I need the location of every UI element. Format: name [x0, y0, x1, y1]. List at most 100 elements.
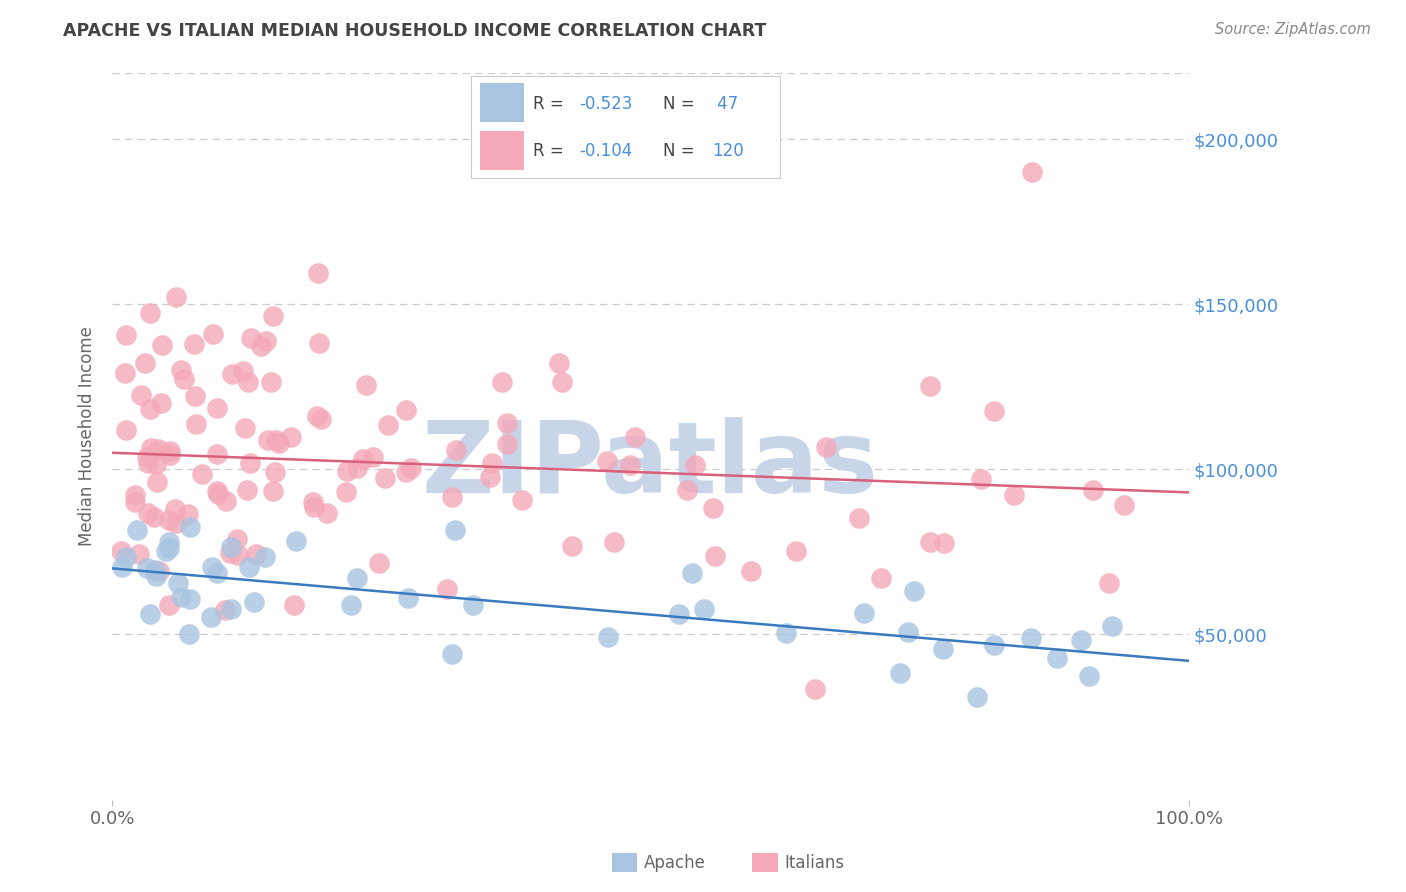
Point [191, 467, 214, 481]
Point [124, 488, 146, 502]
Point [920, 379, 942, 393]
Point [232, 364, 254, 378]
Point [479, 469, 502, 483]
Point [918, 534, 941, 549]
Point [155, 544, 177, 558]
Point [157, 535, 180, 549]
Point [253, 549, 276, 564]
Point [236, 375, 259, 389]
Point [183, 389, 205, 403]
Point [624, 430, 647, 444]
Point [548, 356, 571, 370]
Point [226, 548, 249, 562]
Point [396, 591, 419, 605]
Point [1078, 669, 1101, 683]
Point [352, 451, 374, 466]
Point [143, 509, 166, 524]
Point [983, 638, 1005, 652]
Point [395, 465, 418, 479]
Point [205, 566, 228, 580]
Point [114, 423, 136, 437]
Text: -0.523: -0.523 [579, 95, 633, 112]
Point [346, 461, 368, 475]
Text: -0.104: -0.104 [579, 142, 633, 160]
Text: 47: 47 [713, 95, 738, 112]
Point [240, 331, 263, 345]
Point [115, 549, 138, 564]
Point [256, 433, 278, 447]
Text: N =: N = [662, 142, 700, 160]
Point [399, 460, 422, 475]
Point [167, 576, 190, 591]
Point [165, 290, 187, 304]
Point [1046, 651, 1069, 665]
Point [693, 602, 716, 616]
Point [283, 598, 305, 612]
Point [215, 494, 238, 508]
Point [308, 336, 330, 351]
Point [1021, 631, 1043, 645]
Point [561, 539, 583, 553]
Point [214, 603, 236, 617]
Point [201, 560, 224, 574]
Point [138, 607, 160, 621]
Point [603, 535, 626, 549]
Point [148, 564, 170, 578]
Point [136, 506, 159, 520]
Point [440, 490, 463, 504]
Point [361, 450, 384, 465]
Point [307, 409, 329, 424]
Point [205, 447, 228, 461]
Point [264, 465, 287, 479]
Point [1101, 619, 1123, 633]
Point [889, 666, 911, 681]
Point [496, 417, 519, 431]
Point [374, 471, 396, 485]
Point [200, 610, 222, 624]
Point [336, 464, 359, 478]
Point [139, 442, 162, 456]
Point [145, 475, 167, 489]
Point [441, 648, 464, 662]
Point [238, 559, 260, 574]
Point [114, 366, 136, 380]
Point [970, 472, 993, 486]
Point [202, 327, 225, 342]
Point [1002, 488, 1025, 502]
Point [157, 598, 180, 612]
Point [157, 541, 180, 555]
Point [186, 417, 208, 432]
Point [239, 456, 262, 470]
Point [183, 337, 205, 351]
Point [444, 523, 467, 537]
Point [159, 443, 181, 458]
Point [301, 495, 323, 509]
Point [897, 624, 920, 639]
Point [1083, 483, 1105, 497]
Point [243, 595, 266, 609]
Point [394, 402, 416, 417]
Point [262, 309, 284, 323]
Point [1098, 576, 1121, 591]
Point [703, 549, 725, 563]
Point [311, 412, 333, 426]
Point [983, 404, 1005, 418]
Point [598, 631, 620, 645]
Point [226, 532, 249, 546]
Point [702, 501, 724, 516]
Point [139, 401, 162, 416]
Point [124, 495, 146, 509]
Point [481, 456, 503, 470]
Point [262, 484, 284, 499]
Point [165, 502, 187, 516]
Text: APACHE VS ITALIAN MEDIAN HOUSEHOLD INCOME CORRELATION CHART: APACHE VS ITALIAN MEDIAN HOUSEHOLD INCOM… [63, 22, 766, 40]
Point [356, 378, 378, 392]
Point [170, 590, 193, 604]
Point [285, 533, 308, 548]
Point [150, 396, 173, 410]
Point [675, 483, 697, 497]
Point [814, 441, 837, 455]
Point [461, 599, 484, 613]
Point [219, 602, 242, 616]
Point [848, 510, 870, 524]
